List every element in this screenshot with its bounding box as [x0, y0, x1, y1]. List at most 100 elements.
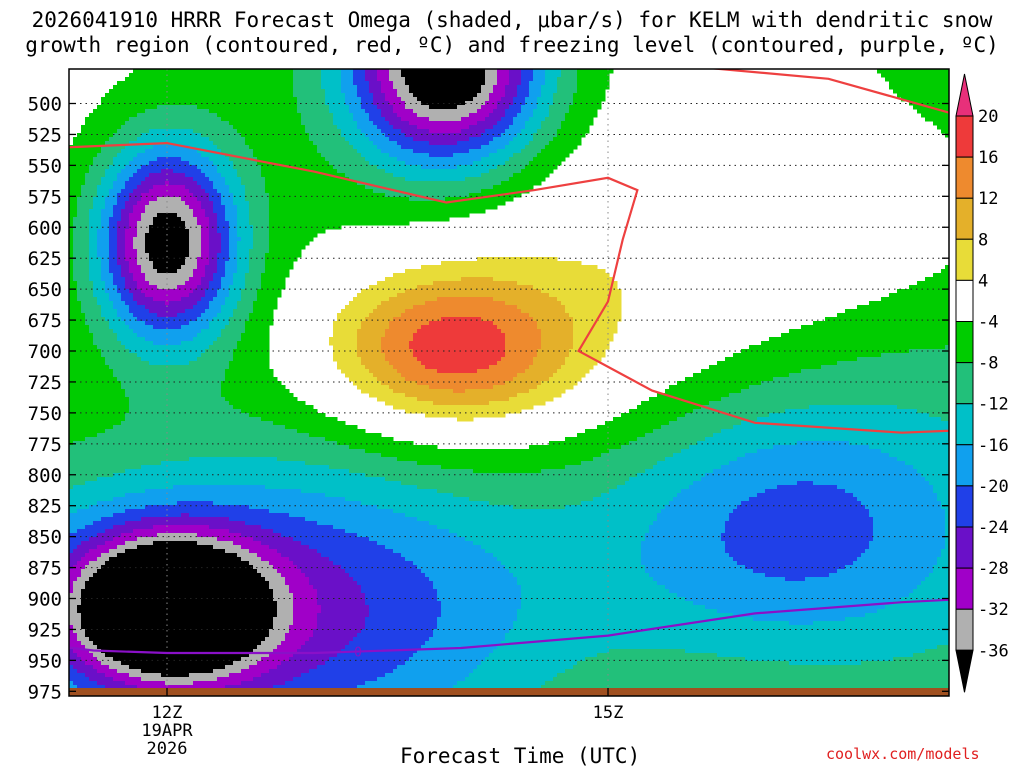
- omega-cell: [285, 101, 290, 106]
- omega-cell: [273, 113, 278, 118]
- omega-cell: [401, 105, 406, 110]
- omega-cell: [325, 97, 330, 102]
- omega-cell: [129, 73, 134, 78]
- omega-cell: [341, 105, 346, 110]
- omega-cell: [173, 81, 178, 86]
- omega-cell: [345, 89, 350, 94]
- omega-cell: [313, 81, 318, 86]
- omega-cell: [293, 73, 298, 78]
- omega-cell: [185, 109, 190, 114]
- omega-cell: [429, 73, 434, 78]
- omega-cell: [421, 109, 426, 114]
- omega-cell: [201, 77, 206, 82]
- omega-cell: [457, 89, 462, 94]
- omega-cell: [117, 109, 122, 114]
- omega-cell: [933, 73, 938, 78]
- omega-cell: [133, 105, 138, 110]
- omega-cell: [433, 105, 438, 110]
- omega-cell: [321, 93, 326, 98]
- omega-cell: [485, 85, 490, 90]
- omega-cell: [337, 89, 342, 94]
- omega-cell: [225, 89, 230, 94]
- omega-cell: [441, 89, 446, 94]
- omega-cell: [485, 89, 490, 94]
- omega-cell: [593, 77, 598, 82]
- omega-cell: [161, 97, 166, 102]
- omega-cell: [561, 113, 566, 118]
- omega-cell: [917, 97, 922, 102]
- omega-cell: [921, 113, 926, 118]
- omega-cell: [221, 105, 226, 110]
- omega-cell: [157, 85, 162, 90]
- omega-cell: [125, 113, 130, 118]
- omega-cell: [397, 105, 402, 110]
- omega-cell: [557, 81, 562, 86]
- omega-cell: [449, 89, 454, 94]
- omega-cell: [249, 105, 254, 110]
- omega-cell: [525, 73, 530, 78]
- omega-cell: [425, 89, 430, 94]
- omega-cell: [493, 81, 498, 86]
- omega-cell: [505, 89, 510, 94]
- omega-cell: [549, 113, 554, 118]
- omega-cell: [593, 89, 598, 94]
- omega-cell: [493, 97, 498, 102]
- omega-cell: [525, 97, 530, 102]
- omega-cell: [109, 105, 114, 110]
- omega-cell: [501, 73, 506, 78]
- omega-cell: [181, 85, 186, 90]
- omega-cell: [241, 89, 246, 94]
- omega-cell: [465, 77, 470, 82]
- omega-cell: [549, 89, 554, 94]
- omega-cell: [257, 105, 262, 110]
- omega-cell: [541, 109, 546, 114]
- omega-cell: [393, 73, 398, 78]
- omega-cell: [389, 93, 394, 98]
- omega-cell: [485, 109, 490, 114]
- omega-cell: [393, 77, 398, 82]
- omega-cell: [325, 117, 330, 122]
- omega-cell: [921, 77, 926, 82]
- omega-cell: [345, 113, 350, 118]
- omega-cell: [589, 93, 594, 98]
- omega-cell: [377, 109, 382, 114]
- omega-cell: [581, 89, 586, 94]
- omega-cell: [349, 93, 354, 98]
- omega-cell: [557, 89, 562, 94]
- omega-cell: [457, 73, 462, 78]
- omega-cell: [573, 77, 578, 82]
- omega-cell: [573, 73, 578, 78]
- omega-cell: [269, 85, 274, 90]
- omega-cell: [501, 89, 506, 94]
- omega-cell: [141, 105, 146, 110]
- omega-cell: [933, 85, 938, 90]
- omega-cell: [325, 85, 330, 90]
- omega-cell: [345, 105, 350, 110]
- omega-cell: [265, 117, 270, 122]
- omega-cell: [333, 97, 338, 102]
- omega-cell: [185, 85, 190, 90]
- omega-cell: [413, 81, 418, 86]
- omega-cell: [521, 93, 526, 98]
- omega-cell: [141, 113, 146, 118]
- omega-cell: [457, 93, 462, 98]
- omega-cell: [577, 113, 582, 118]
- omega-cell: [137, 89, 142, 94]
- omega-cell: [581, 77, 586, 82]
- omega-cell: [357, 109, 362, 114]
- omega-cell: [533, 73, 538, 78]
- omega-cell: [221, 89, 226, 94]
- omega-cell: [601, 89, 606, 94]
- omega-cell: [365, 93, 370, 98]
- omega-cell: [461, 109, 466, 114]
- omega-cell: [193, 97, 198, 102]
- omega-cell: [409, 93, 414, 98]
- omega-cell: [257, 85, 262, 90]
- omega-cell: [537, 81, 542, 86]
- omega-cell: [261, 93, 266, 98]
- omega-cell: [397, 109, 402, 114]
- omega-cell: [897, 89, 902, 94]
- omega-cell: [405, 113, 410, 118]
- omega-cell: [533, 93, 538, 98]
- omega-cell: [373, 117, 378, 122]
